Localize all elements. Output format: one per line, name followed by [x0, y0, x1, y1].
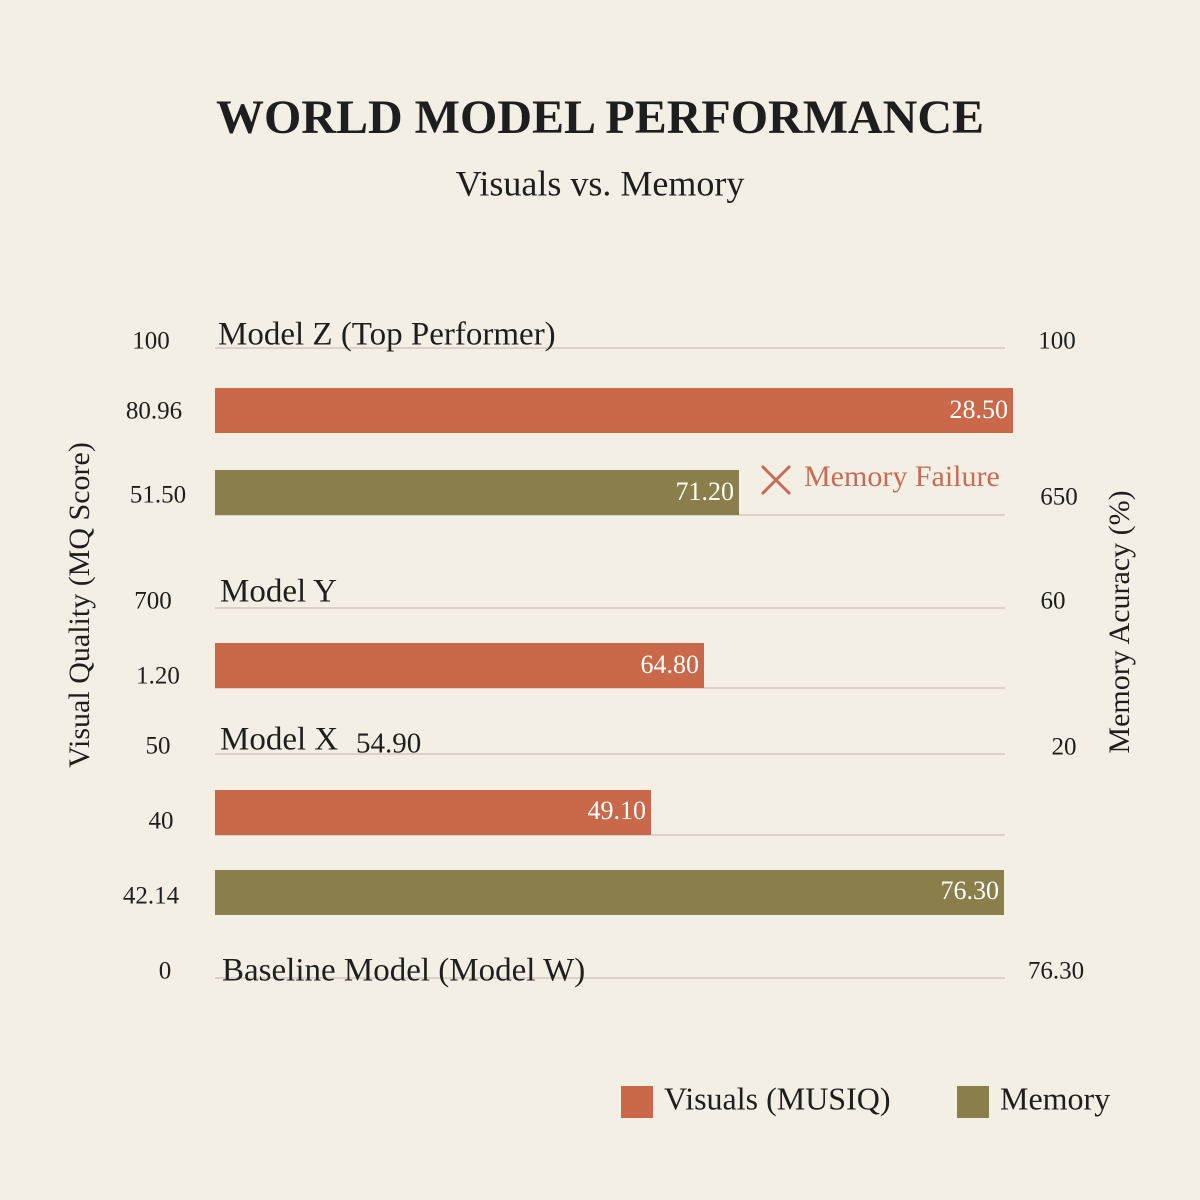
bar — [215, 643, 704, 688]
left-tick: 0 — [159, 958, 172, 985]
legend-swatch — [621, 1086, 653, 1118]
bar-label: 49.10 — [588, 796, 647, 825]
right-tick: 60 — [1041, 588, 1066, 615]
left-tick: 80.96 — [126, 398, 182, 425]
bar — [215, 790, 651, 835]
left-tick: 50 — [146, 733, 171, 760]
bar-label: 76.30 — [941, 876, 1000, 905]
left-axis-title: Visual Quality (MQ Score) — [63, 442, 96, 768]
group-label: Model X — [220, 722, 338, 758]
group-label: Model Z (Top Performer) — [218, 317, 556, 353]
legend-label: Visuals (MUSIQ) — [664, 1080, 891, 1116]
bar — [215, 388, 1013, 433]
bar — [215, 470, 739, 515]
left-tick: 40 — [149, 808, 174, 835]
left-tick: 51.50 — [130, 482, 186, 509]
subtitle: Visuals vs. Memory — [456, 163, 745, 203]
bar — [215, 870, 1004, 915]
left-tick: 100 — [132, 328, 170, 355]
left-tick: 1.20 — [136, 663, 180, 690]
bar-label: 71.20 — [676, 477, 735, 506]
group-label: Model Y — [220, 574, 337, 610]
bar-label: 64.80 — [641, 650, 700, 679]
annotation: Memory Failure — [804, 460, 1000, 493]
right-axis-title: Memory Acuracy (%) — [1103, 490, 1136, 753]
left-tick: 42.14 — [123, 883, 180, 910]
right-tick: 20 — [1052, 734, 1077, 761]
right-tick: 76.30 — [1028, 958, 1084, 985]
group-note: 54.90 — [356, 728, 421, 760]
title: WORLD MODEL PERFORMANCE — [216, 91, 984, 144]
right-tick: 650 — [1040, 484, 1078, 511]
right-tick: 100 — [1038, 328, 1076, 355]
left-tick: 700 — [134, 588, 172, 615]
group-label: Baseline Model (Model W) — [222, 953, 585, 989]
bar-label: 28.50 — [950, 395, 1009, 424]
legend-swatch — [957, 1086, 989, 1118]
legend-label: Memory — [1000, 1080, 1110, 1116]
annotation-icon — [760, 464, 792, 496]
